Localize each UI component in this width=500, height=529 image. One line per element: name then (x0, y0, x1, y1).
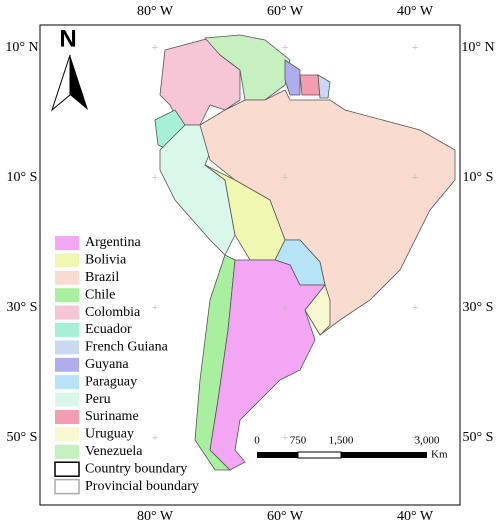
grid-cross: + (282, 170, 289, 184)
right-label: 30° S (463, 300, 494, 315)
right-label: 50° S (463, 430, 494, 445)
legend-label: Argentina (85, 235, 142, 250)
grid-cross: + (152, 170, 159, 184)
suriname (299, 74, 321, 96)
legend-swatch (55, 288, 79, 303)
bottom-label: 40° W (397, 509, 434, 524)
legend-label: Chile (85, 287, 115, 302)
legend-swatch (55, 253, 79, 268)
left-label: 50° S (7, 430, 38, 445)
left-label: 30° S (7, 300, 38, 315)
legend-swatch (55, 392, 79, 407)
scale-label: 1,500 (329, 435, 354, 447)
north-arrow: N (50, 25, 88, 112)
guyana (284, 59, 301, 96)
legend-label: Peru (85, 392, 111, 407)
legend-swatch (55, 270, 79, 285)
scale-unit: Km (431, 449, 448, 461)
argentina (209, 259, 326, 471)
grid-cross: + (282, 430, 289, 444)
scale-label: 3,000 (415, 435, 440, 447)
grid-cross: + (282, 40, 289, 54)
legend-label: Suriname (85, 409, 139, 424)
legend-label: Brazil (85, 270, 119, 285)
scale-segment (257, 452, 298, 458)
legend-label: Guyana (85, 357, 129, 372)
grid-cross: + (412, 430, 419, 444)
top-label: 40° W (397, 4, 434, 19)
legend-swatch (55, 236, 79, 250)
scale-label: 0 (254, 435, 260, 447)
legend-label: French Guiana (85, 340, 169, 355)
legend-label: Ecuador (85, 322, 132, 337)
countries (154, 34, 456, 471)
legend-label: Venezuela (85, 444, 143, 459)
north-arrow-right (70, 55, 88, 110)
legend-label: Uruguay (85, 427, 134, 442)
legend-swatch (55, 340, 79, 355)
grid-cross: + (152, 430, 159, 444)
north-label: N (59, 25, 76, 52)
legend-swatch (55, 410, 79, 424)
top-label: 60° W (267, 4, 304, 19)
legend-swatch (54, 478, 80, 495)
bottom-label: 60° W (267, 509, 304, 524)
legend-swatch (55, 357, 79, 372)
grid-cross: + (152, 40, 159, 54)
legend-swatch (55, 375, 79, 390)
legend-swatch (55, 323, 79, 337)
legend-label: Bolivia (85, 253, 127, 268)
bottom-label: 80° W (137, 509, 174, 524)
legend-swatch (54, 461, 80, 477)
scale-segment (341, 452, 427, 458)
right-label: 10° S (463, 170, 494, 185)
left-label: 10° N (5, 40, 38, 55)
legend-label: Country boundary (85, 461, 187, 476)
left-label: 10° S (7, 170, 38, 185)
grid-cross: + (412, 170, 419, 184)
legend-swatch (55, 427, 79, 442)
grid-cross: + (152, 300, 159, 314)
grid-cross: + (412, 40, 419, 54)
top-label: 80° W (137, 4, 174, 19)
legend-label: Colombia (85, 305, 141, 320)
legend-swatch (55, 305, 79, 320)
legend-label: Paraguay (85, 374, 137, 389)
grid-cross: + (412, 300, 419, 314)
grid-cross: + (282, 300, 289, 314)
venezuela (204, 34, 291, 101)
legend-swatch (55, 444, 79, 459)
french-guiana (317, 74, 331, 99)
right-label: 10° N (461, 40, 494, 55)
scale-segment (297, 451, 342, 459)
scale-label: 750 (290, 435, 307, 447)
legend-label: Provincial boundary (85, 479, 199, 494)
scale-bar (257, 451, 427, 459)
